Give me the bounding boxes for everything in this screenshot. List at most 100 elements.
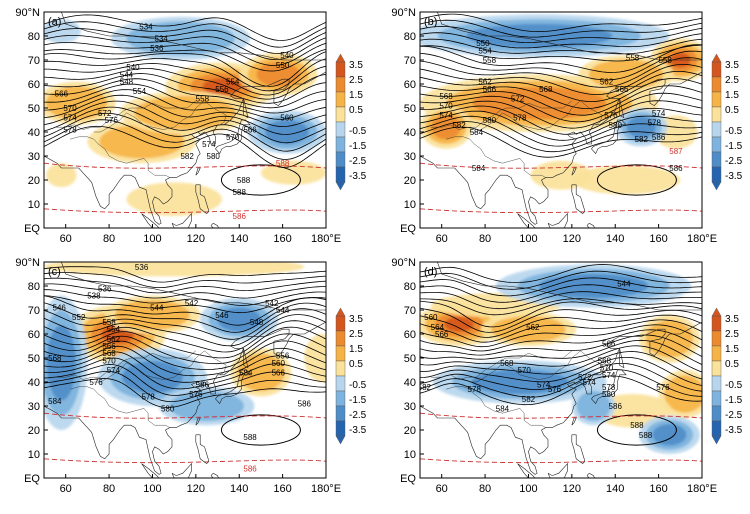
contour-layer xyxy=(44,14,326,168)
x-tick-label: 140 xyxy=(606,233,624,245)
coastline xyxy=(437,12,702,61)
colorbar-tick-label: -3.5 xyxy=(349,425,367,436)
colorbar-swatch xyxy=(335,61,346,78)
colorbar-tick-label: -2.5 xyxy=(725,156,743,167)
contour-label: 576 xyxy=(105,116,119,125)
height-contour xyxy=(420,92,702,123)
colorbar-tick-label: 3.5 xyxy=(725,60,739,71)
coastline-layer xyxy=(44,12,326,228)
y-tick-label: 90°N xyxy=(391,257,416,269)
height-contour xyxy=(44,14,326,41)
contour-label: 584 xyxy=(48,397,62,406)
coastline xyxy=(44,71,326,225)
colorbar-tick-label: -3.5 xyxy=(725,171,743,182)
colorbar-swatch xyxy=(335,375,346,392)
height-contour xyxy=(420,105,702,135)
x-tick-label: 160 xyxy=(649,233,667,245)
colorbar-bottom-arrow xyxy=(711,435,722,445)
height-contour xyxy=(420,284,702,303)
coastline xyxy=(243,348,249,369)
border-line xyxy=(474,143,546,178)
contour-label: 562 xyxy=(107,335,121,344)
colorbar-swatch xyxy=(335,121,346,138)
height-contour xyxy=(44,51,326,87)
colorbar-swatch xyxy=(711,420,722,437)
colorbar-swatch xyxy=(711,151,722,168)
border-line xyxy=(54,110,125,130)
anomaly-shade xyxy=(444,317,474,332)
contour-label: 574 xyxy=(602,371,616,380)
height-contour xyxy=(44,106,326,144)
anomaly-shade xyxy=(645,320,694,358)
coastline xyxy=(547,462,568,478)
contour-label: 562 xyxy=(526,323,540,332)
height-contour xyxy=(44,295,326,314)
colorbar-swatch xyxy=(335,405,346,422)
contour-label: 576 xyxy=(189,390,203,399)
anomaly-shade xyxy=(538,273,649,299)
y-tick-label: 30 xyxy=(404,401,416,413)
colorbar-tick-label: 2.5 xyxy=(349,75,363,86)
colorbar-swatch xyxy=(335,76,346,93)
x-tick-label: 180°E xyxy=(311,233,341,245)
height-contour xyxy=(420,25,702,44)
contour-label: 546 xyxy=(53,304,67,313)
height-contour xyxy=(420,13,702,32)
contour-label: 576 xyxy=(604,111,618,120)
height-contour xyxy=(420,277,702,297)
coastline xyxy=(44,321,326,475)
height-contour xyxy=(44,94,326,128)
colorbar-bottom-arrow xyxy=(335,181,346,191)
border-line xyxy=(469,100,603,133)
contour-label: 574 xyxy=(63,114,77,123)
height-contour xyxy=(420,121,702,153)
contour-label: 574 xyxy=(107,366,121,375)
height-contour xyxy=(420,363,702,392)
colorbar-tick-label: 0.5 xyxy=(725,359,739,370)
height-contour xyxy=(44,295,326,326)
y-tick-label: 70 xyxy=(28,55,40,67)
y-tick-label: 70 xyxy=(28,305,40,317)
contour-label: 556 xyxy=(276,352,290,361)
y-tick-label: EQ xyxy=(400,223,416,235)
contour-label: 574 xyxy=(439,111,453,120)
coastline xyxy=(210,222,219,228)
anomaly-shade xyxy=(571,165,681,195)
border-line xyxy=(124,350,196,361)
contour-label: 574 xyxy=(652,109,666,118)
colorbar-tick-label: 2.5 xyxy=(725,75,739,86)
contour-label: 542 xyxy=(265,299,279,308)
contour-label: 582 xyxy=(635,135,649,144)
contour-label: 576 xyxy=(656,383,670,392)
anomaly-shade xyxy=(115,299,190,330)
contour-label: 576 xyxy=(548,385,562,394)
contour-588 xyxy=(596,164,677,196)
colorbar-tick-label: 1.5 xyxy=(349,90,363,101)
coastline xyxy=(619,348,625,369)
contour-label: 562 xyxy=(478,78,492,87)
colorbar: 3.5 2.5 1.5 0.5 -0.5 -1.5 -2.5 -3.5 xyxy=(711,307,743,445)
coastline xyxy=(215,369,251,405)
contour-layer xyxy=(44,266,326,408)
y-tick-label: 40 xyxy=(28,127,40,139)
colorbar-swatch xyxy=(335,166,346,183)
contour-label: 554 xyxy=(107,325,121,334)
y-tick-label: 60 xyxy=(28,79,40,91)
y-tick-label: EQ xyxy=(24,223,40,235)
panel-c: 5365365385465525585445425545625665685705… xyxy=(15,257,366,495)
colorbar-tick-label: -2.5 xyxy=(349,156,367,167)
height-contour xyxy=(420,78,702,109)
colorbar-swatch xyxy=(335,390,346,407)
contour-label: 570 xyxy=(439,102,453,111)
contour-label: 584 xyxy=(496,404,510,413)
x-tick-label: 100 xyxy=(143,233,161,245)
colorbar-swatch xyxy=(711,91,722,108)
y-tick-label: 20 xyxy=(404,425,416,437)
border-line xyxy=(500,350,572,361)
contour-label: 570 xyxy=(102,356,116,365)
colorbar-tick-label: -0.5 xyxy=(349,380,367,391)
height-contour xyxy=(44,333,326,365)
contour-label: 534 xyxy=(139,22,153,31)
height-contour xyxy=(44,302,326,333)
height-contour xyxy=(420,357,702,386)
